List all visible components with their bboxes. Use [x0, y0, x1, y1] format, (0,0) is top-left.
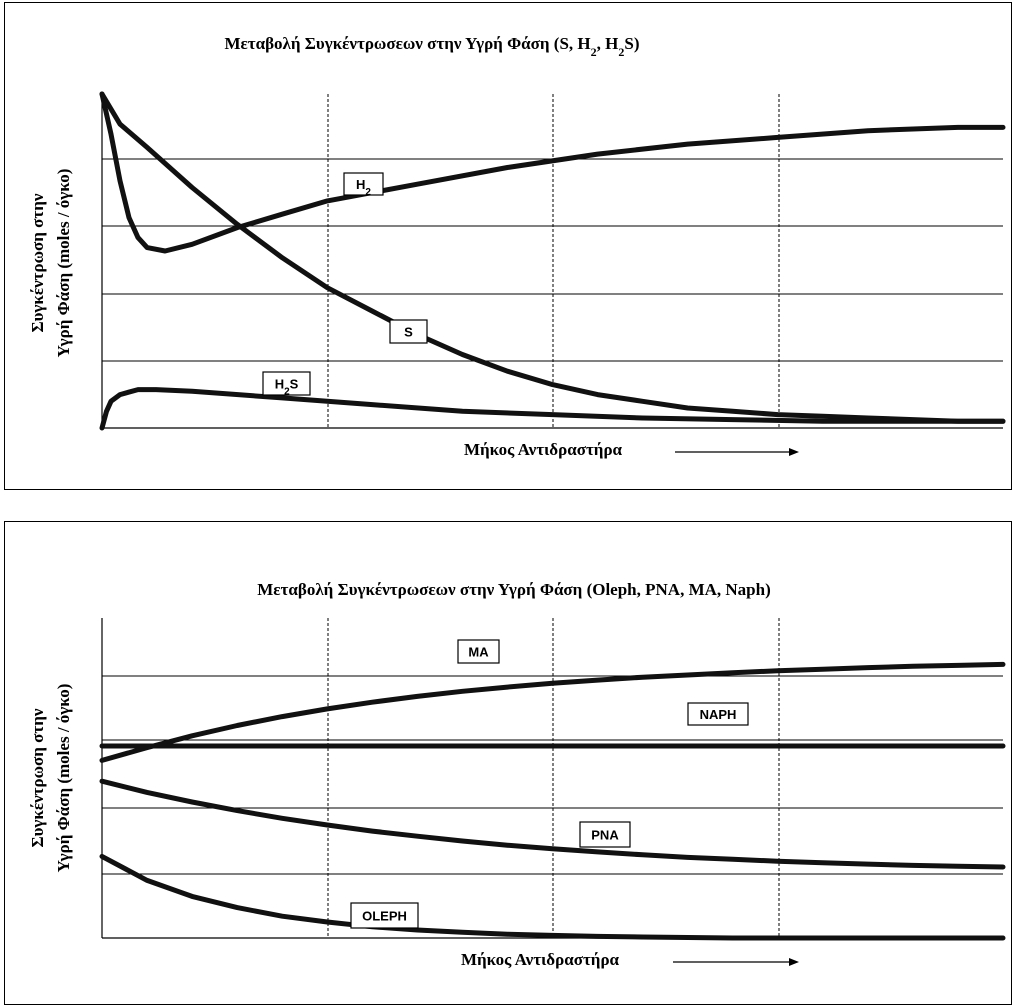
- series-label-box: [389, 319, 428, 344]
- series-label-text: MA: [468, 645, 489, 660]
- text-part: Μεταβολή Συγκέντρωσεων στην Υγρή Φάση (O…: [257, 580, 771, 599]
- subscript-text: 2: [365, 187, 371, 198]
- series-label-text: S: [404, 325, 413, 340]
- text-part: H: [356, 177, 365, 192]
- text-part: NAPH: [700, 707, 737, 722]
- series-label-h2s: H2S: [262, 371, 311, 398]
- series-line-h2: [99, 91, 1006, 254]
- series-label-box: [343, 172, 384, 196]
- series-label-text: H2: [356, 177, 371, 198]
- text-part: OLEPH: [362, 909, 407, 924]
- series-label-pna: PNA: [579, 821, 631, 848]
- series-label-text: NAPH: [700, 707, 737, 722]
- series-line-oleph: [99, 853, 1006, 941]
- series-label-ma: MA: [457, 639, 500, 664]
- series-line-pna: [99, 778, 1006, 870]
- series-line-ma: [99, 661, 1006, 763]
- series-label-box: [350, 902, 419, 929]
- y-axis-label-line1: Συγκέντρωση στην: [28, 193, 47, 332]
- y-axis-label-line2: Υγρή Φάση (moles / όγκο): [54, 169, 73, 358]
- text-part: MA: [468, 645, 489, 660]
- series-label-text: OLEPH: [362, 909, 407, 924]
- series-line-s: [99, 91, 1006, 424]
- series-label-box: [457, 639, 500, 664]
- chart-svg-sulfur: Μεταβολή Συγκέντρωσεων στην Υγρή Φάση (S…: [28, 34, 1006, 459]
- series-line-h2s: [99, 387, 1006, 431]
- chart-panel-hydrocarbons: Μεταβολή Συγκέντρωσεων στην Υγρή Φάση (O…: [4, 521, 1012, 1005]
- text-part: PNA: [591, 828, 619, 843]
- subscript-text: 2: [618, 45, 624, 59]
- arrow-right-icon: [789, 958, 799, 966]
- text-part: Μεταβολή Συγκέντρωσεων στην Υγρή Φάση (S…: [224, 34, 590, 53]
- text-part: S: [404, 325, 413, 340]
- chart-title: Μεταβολή Συγκέντρωσεων στην Υγρή Φάση (O…: [257, 580, 771, 599]
- text-part: S): [624, 34, 639, 53]
- chart-panel-sulfur: Μεταβολή Συγκέντρωσεων στην Υγρή Φάση (S…: [4, 2, 1012, 490]
- y-axis-label-line2: Υγρή Φάση (moles / όγκο): [54, 684, 73, 873]
- series-label-box: [579, 821, 631, 848]
- chart-svg-hydrocarbons: Μεταβολή Συγκέντρωσεων στην Υγρή Φάση (O…: [28, 580, 1006, 969]
- y-axis-label-line1: Συγκέντρωση στην: [28, 708, 47, 847]
- arrow-right-icon: [789, 448, 799, 456]
- chart-title: Μεταβολή Συγκέντρωσεων στην Υγρή Φάση (S…: [224, 34, 639, 59]
- subscript-text: 2: [591, 45, 597, 59]
- series-label-oleph: OLEPH: [350, 902, 419, 929]
- series-label-s: S: [389, 319, 428, 344]
- text-part: H: [275, 377, 284, 392]
- series-label-naph: NAPH: [687, 702, 749, 726]
- subscript-text: 2: [284, 386, 290, 397]
- x-axis-label: Μήκος Αντιδραστήρα: [461, 950, 620, 969]
- series-label-text: PNA: [591, 828, 619, 843]
- text-part: , H: [597, 34, 619, 53]
- series-label-box: [262, 371, 311, 396]
- series-label-box: [687, 702, 749, 726]
- series-label-h2: H2: [343, 172, 384, 198]
- series-label-text: H2S: [275, 377, 299, 398]
- x-axis-label: Μήκος Αντιδραστήρα: [464, 440, 623, 459]
- text-part: S: [290, 377, 299, 392]
